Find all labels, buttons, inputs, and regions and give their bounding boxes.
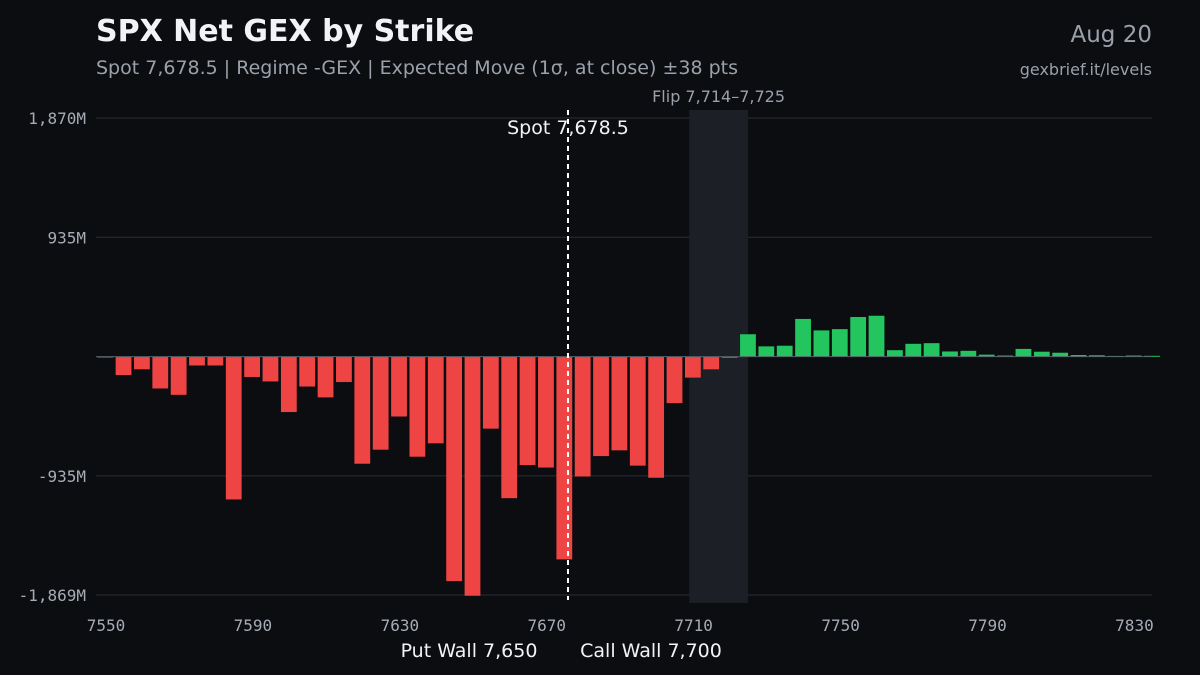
annotation-layer: Flip 7,714–7,725 Spot 7,678.5 Put Wall 7,6… <box>401 87 785 662</box>
bar-negative <box>152 356 169 389</box>
x-tick-label: 7590 <box>234 616 273 635</box>
bar-negative <box>336 356 352 383</box>
bar-positive <box>1052 352 1069 357</box>
bar-positive <box>1070 355 1087 357</box>
bar-positive <box>1125 355 1142 357</box>
x-tick-label: 7790 <box>968 616 1007 635</box>
bar-negative <box>317 356 334 398</box>
flip-label: Flip 7,714–7,725 <box>652 87 785 106</box>
bar-positive <box>923 343 940 357</box>
y-tick-label: -1,869M <box>19 586 86 605</box>
bar-negative <box>134 356 150 370</box>
bar-negative <box>427 356 444 444</box>
bar-negative <box>629 356 646 466</box>
bar-negative <box>482 356 499 429</box>
x-tick-label: 7750 <box>821 616 860 635</box>
call-wall-label: Call Wall 7,700 <box>580 640 722 662</box>
bar-negative <box>666 356 683 404</box>
bar-negative <box>170 356 187 395</box>
bar-positive <box>978 354 995 357</box>
bar-positive <box>997 355 1013 357</box>
bar-negative <box>611 356 628 451</box>
bar-positive <box>831 329 848 357</box>
bar-negative <box>262 356 279 382</box>
bar-positive <box>758 346 775 357</box>
bar-positive <box>850 317 867 357</box>
bar-negative <box>372 356 389 450</box>
y-tick-label: -935M <box>38 467 86 486</box>
bar-negative <box>207 356 224 366</box>
bar-layer <box>97 315 1160 596</box>
bar-negative <box>703 356 720 370</box>
bar-positive <box>886 350 903 357</box>
x-tick-label: 7630 <box>381 616 420 635</box>
put-wall-label: Put Wall 7,650 <box>401 640 538 662</box>
bar-positive <box>942 351 958 357</box>
bar-negative <box>519 356 536 466</box>
bar-positive <box>1033 351 1050 357</box>
bar-negative <box>299 356 316 387</box>
page-title: SPX Net GEX by Strike <box>96 14 475 49</box>
bar-negative <box>684 356 701 378</box>
bar-negative <box>280 356 297 413</box>
bar-negative <box>225 356 242 500</box>
bar-positive <box>795 318 811 357</box>
bar-negative <box>556 356 573 560</box>
bar-positive <box>813 330 830 357</box>
bar-negative <box>409 356 426 457</box>
bar-negative <box>648 356 665 478</box>
site-link[interactable]: gexbrief.it/levels <box>1019 60 1152 79</box>
bar-negative <box>189 356 205 366</box>
bar-positive <box>905 343 922 357</box>
bar-positive <box>868 315 885 357</box>
bar-negative <box>721 356 738 358</box>
date-label: Aug 20 <box>1070 22 1153 48</box>
page-subtitle: Spot 7,678.5 | Regime -GEX | Expected Mo… <box>96 57 738 79</box>
grid-layer <box>96 117 1152 596</box>
x-tick-label: 7830 <box>1115 616 1154 635</box>
spot-label: Spot 7,678.5 <box>507 117 629 139</box>
bar-negative <box>115 356 132 376</box>
bar-positive <box>776 345 793 357</box>
bar-negative <box>391 356 407 417</box>
bar-positive <box>1015 348 1032 357</box>
y-tick-label: 1,870M <box>28 109 86 128</box>
bar-positive <box>960 350 977 357</box>
bar-negative <box>538 356 554 468</box>
bar-positive <box>740 334 756 357</box>
bar-negative <box>354 356 371 464</box>
bar-negative <box>501 356 518 499</box>
x-tick-label: 7550 <box>87 616 126 635</box>
x-tick-label: 7710 <box>674 616 713 635</box>
bar-negative <box>464 356 481 596</box>
bar-negative <box>446 356 463 582</box>
x-tick-label: 7670 <box>527 616 566 635</box>
bar-negative <box>574 356 591 477</box>
bar-positive <box>1089 355 1105 357</box>
bar-negative <box>593 356 609 457</box>
bar-negative <box>244 356 261 377</box>
y-tick-label: 935M <box>47 228 86 247</box>
